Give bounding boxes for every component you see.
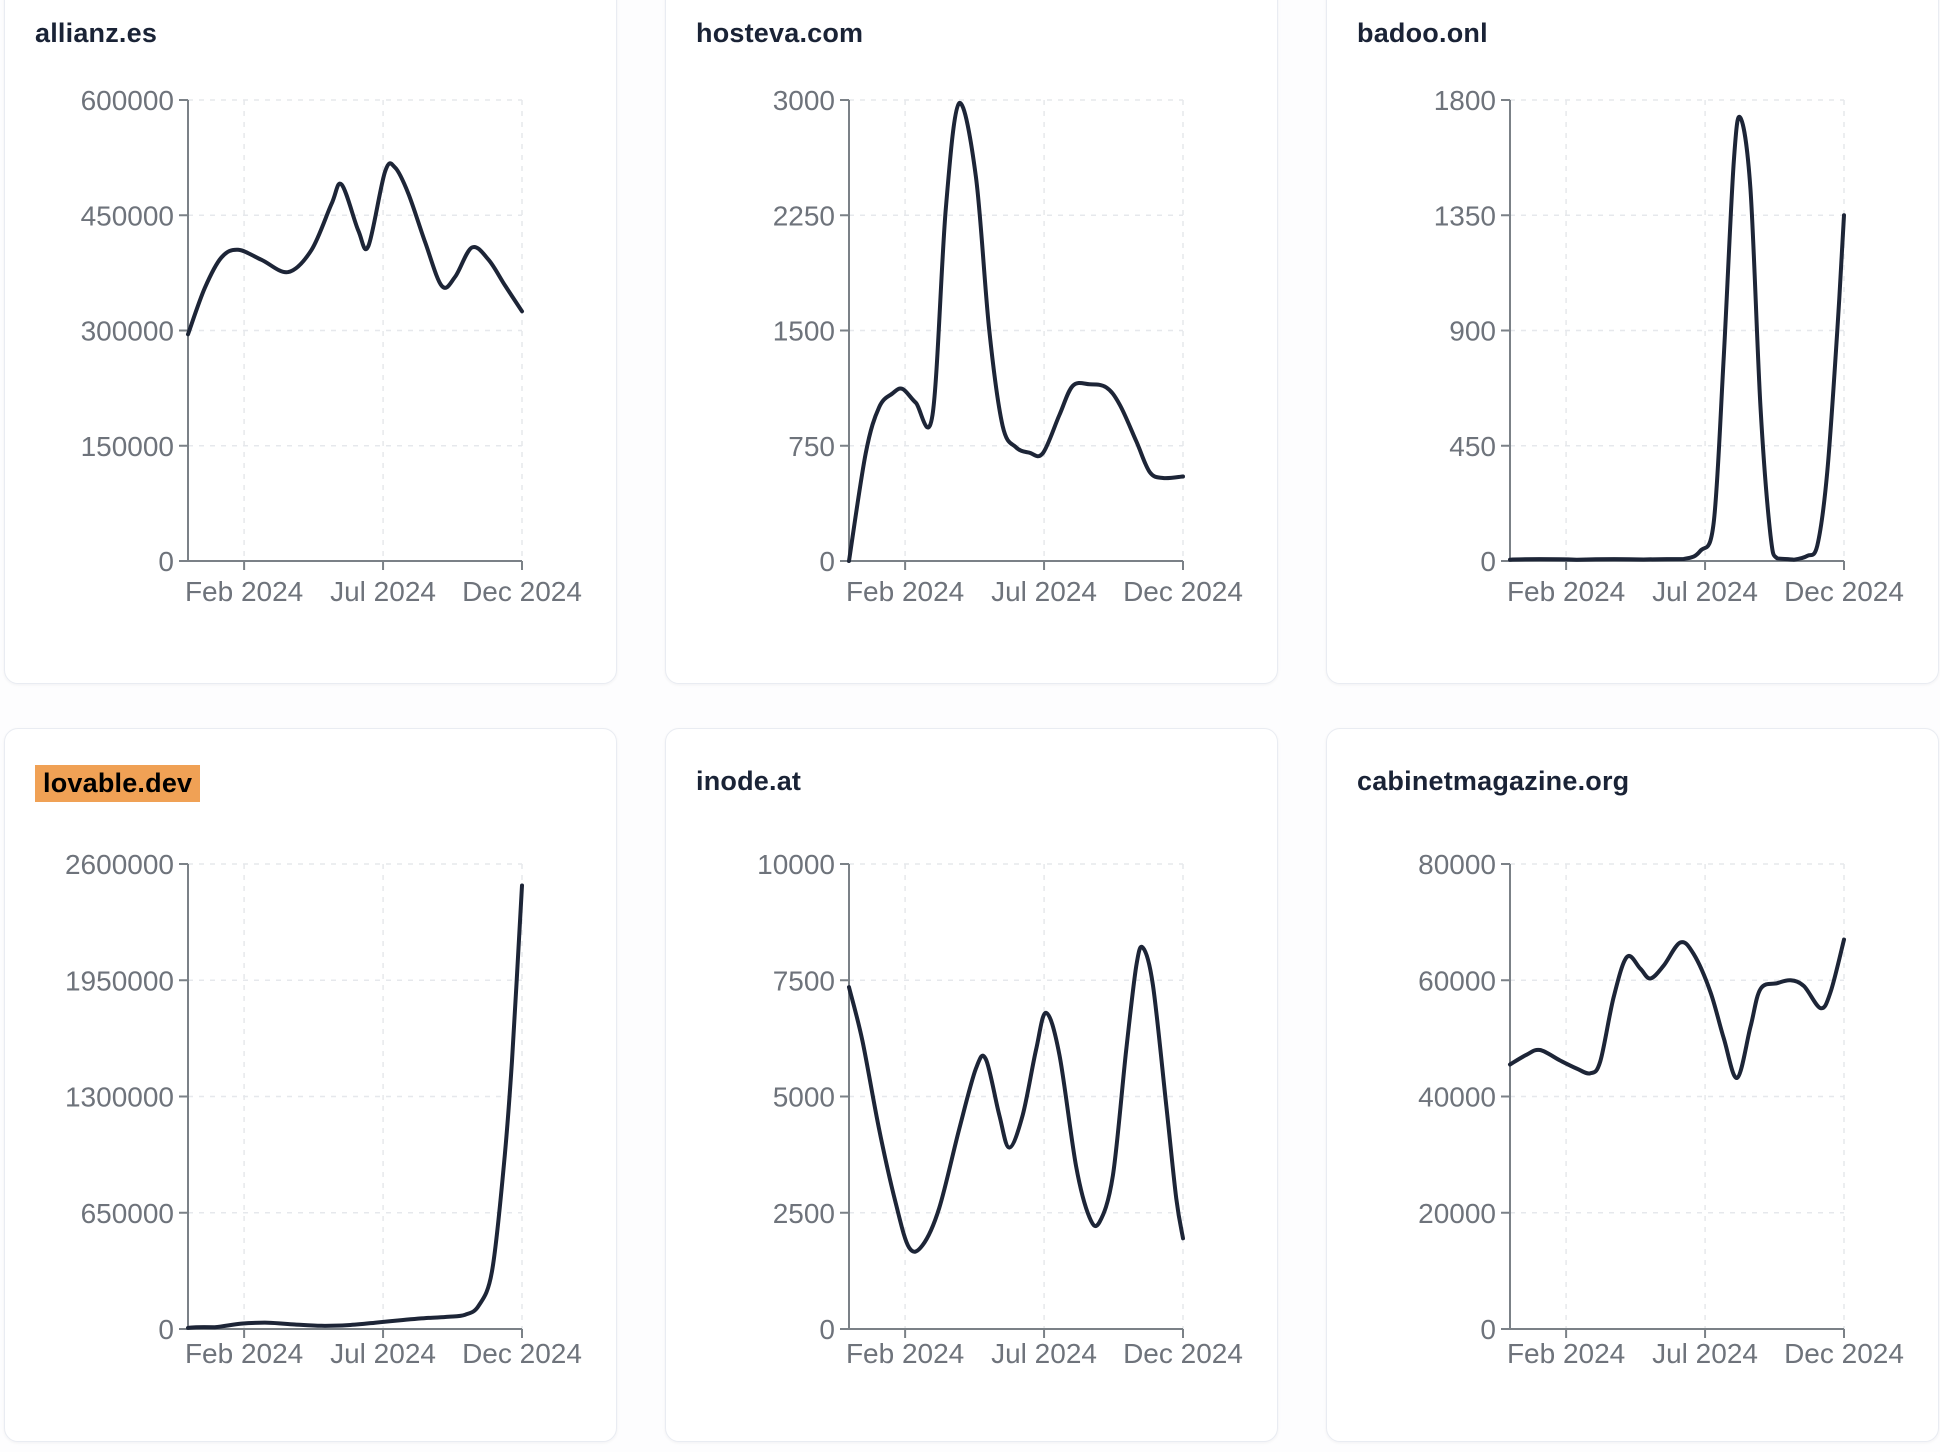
svg-text:7500: 7500	[773, 965, 835, 996]
line-chart: 0 150000 300000 450000 600000 Feb 2024 Jul 202…	[81, 85, 582, 607]
chart-card-badoo-onl[interactable]: badoo.onl 0 450 900 1350 1800 Feb 2024 Jul 202…	[1326, 0, 1939, 684]
svg-text:Dec 2024: Dec 2024	[462, 1338, 582, 1369]
svg-text:Jul 2024: Jul 2024	[1652, 1338, 1758, 1369]
svg-text:Dec 2024: Dec 2024	[1123, 1338, 1243, 1369]
line-chart: 0 750 1500 2250 3000 Feb 2024 Jul 2024 Dec 2024	[773, 85, 1243, 607]
svg-text:Dec 2024: Dec 2024	[1784, 576, 1904, 607]
line-chart: 0 20000 40000 60000 80000 Feb 2024 Jul 2024 Dec…	[1418, 849, 1904, 1369]
line-chart: 0 2500 5000 7500 10000 Feb 2024 Jul 2024 Dec 20…	[757, 849, 1243, 1369]
svg-text:3000: 3000	[773, 85, 835, 116]
line-chart: 0 450 900 1350 1800 Feb 2024 Jul 2024 Dec 2024	[1434, 85, 1904, 607]
svg-text:900: 900	[1449, 316, 1496, 347]
svg-text:1500: 1500	[773, 316, 835, 347]
svg-text:2250: 2250	[773, 200, 835, 231]
svg-text:1300000: 1300000	[65, 1082, 174, 1113]
svg-text:0: 0	[1480, 1314, 1496, 1345]
svg-text:Feb 2024: Feb 2024	[1507, 576, 1625, 607]
svg-text:150000: 150000	[81, 431, 174, 462]
svg-text:2600000: 2600000	[65, 849, 174, 880]
svg-text:Jul 2024: Jul 2024	[991, 1338, 1097, 1369]
svg-text:0: 0	[819, 546, 835, 577]
svg-text:0: 0	[1480, 546, 1496, 577]
svg-text:Dec 2024: Dec 2024	[462, 576, 582, 607]
svg-text:Feb 2024: Feb 2024	[846, 576, 964, 607]
chart-title-row: hosteva.com	[696, 17, 863, 50]
svg-text:1950000: 1950000	[65, 965, 174, 996]
svg-text:1800: 1800	[1434, 85, 1496, 116]
svg-text:10000: 10000	[757, 849, 835, 880]
svg-text:1350: 1350	[1434, 200, 1496, 231]
svg-text:0: 0	[819, 1314, 835, 1345]
line-chart: 0 650000 1300000 1950000 2600000 Feb 2024 Jul …	[65, 849, 582, 1369]
svg-text:Dec 2024: Dec 2024	[1123, 576, 1243, 607]
svg-text:2500: 2500	[773, 1198, 835, 1229]
svg-text:750: 750	[788, 431, 835, 462]
svg-text:Feb 2024: Feb 2024	[1507, 1338, 1625, 1369]
chart-title-row: badoo.onl	[1357, 17, 1488, 50]
chart-card-inode-at[interactable]: inode.at 0 2500 5000 7500 10000 Feb 2024 Jul 2…	[665, 728, 1278, 1442]
svg-text:300000: 300000	[81, 316, 174, 347]
chart-title-row: inode.at	[696, 765, 801, 798]
svg-text:40000: 40000	[1418, 1082, 1496, 1113]
svg-text:60000: 60000	[1418, 965, 1496, 996]
svg-text:Dec 2024: Dec 2024	[1784, 1338, 1904, 1369]
chart-title-row: lovable.dev	[35, 765, 201, 802]
svg-text:Jul 2024: Jul 2024	[1652, 576, 1758, 607]
svg-text:Feb 2024: Feb 2024	[185, 1338, 303, 1369]
chart-card-cabinetmagazine-org[interactable]: cabinetmagazine.org 0 20000 40000 60000 8000…	[1326, 728, 1939, 1442]
svg-text:0: 0	[158, 546, 174, 577]
svg-text:450: 450	[1449, 431, 1496, 462]
chart-title: allianz.es	[35, 18, 158, 48]
svg-text:600000: 600000	[81, 85, 174, 116]
chart-card-lovable-dev[interactable]: lovable.dev 0 650000 1300000 1950000 2600000…	[4, 728, 617, 1442]
chart-title: inode.at	[696, 766, 802, 796]
svg-text:Jul 2024: Jul 2024	[330, 1338, 436, 1369]
svg-text:650000: 650000	[81, 1198, 174, 1229]
chart-card-hosteva-com[interactable]: hosteva.com 0 750 1500 2250 3000 Feb 2024 Jul …	[665, 0, 1278, 684]
chart-card-allianz-es[interactable]: allianz.es 0 150000 300000 450000 600000 Feb …	[4, 0, 617, 684]
svg-text:20000: 20000	[1418, 1198, 1496, 1229]
svg-text:80000: 80000	[1418, 849, 1496, 880]
svg-text:0: 0	[158, 1314, 174, 1345]
svg-text:Jul 2024: Jul 2024	[991, 576, 1097, 607]
svg-text:Feb 2024: Feb 2024	[185, 576, 303, 607]
chart-title: badoo.onl	[1357, 18, 1488, 48]
chart-title-row: cabinetmagazine.org	[1357, 765, 1629, 798]
chart-title: hosteva.com	[696, 18, 864, 48]
svg-text:Jul 2024: Jul 2024	[330, 576, 436, 607]
svg-text:Feb 2024: Feb 2024	[846, 1338, 964, 1369]
svg-text:450000: 450000	[81, 200, 174, 231]
chart-title-row: allianz.es	[35, 17, 157, 50]
chart-title: cabinetmagazine.org	[1357, 766, 1630, 796]
chart-title-highlighted: lovable.dev	[35, 765, 201, 802]
svg-text:5000: 5000	[773, 1082, 835, 1113]
